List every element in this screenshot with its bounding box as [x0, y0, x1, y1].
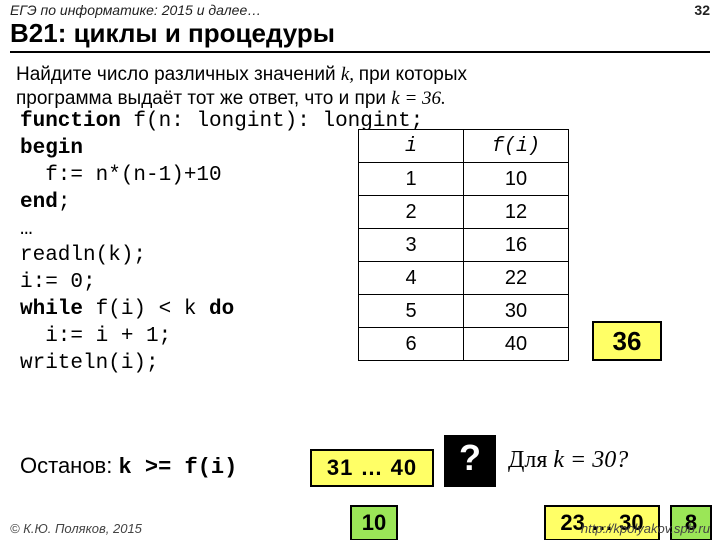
slide-title: B21: циклы и процедуры [10, 18, 710, 53]
copyright-text: © К.Ю. Поляков, 2015 [10, 521, 142, 536]
kw-begin: begin [20, 137, 83, 160]
range1-text: 31 … 40 [327, 455, 417, 480]
cell-fi: 30 [464, 295, 569, 328]
code-l4b: ; [58, 191, 71, 214]
cell-i: 1 [359, 163, 464, 196]
th-fi: f(i) [464, 130, 569, 163]
k30-a: Для [508, 447, 553, 473]
cell-fi: 16 [464, 229, 569, 262]
top-bar: ЕГЭ по информатике: 2015 и далее… 32 [0, 0, 720, 18]
badge-range-31-40: 31 … 40 [310, 449, 434, 487]
stop-condition: Останов: k >= f(i) [20, 453, 237, 480]
kw-do: do [209, 298, 234, 321]
table-row: 422 [359, 262, 569, 295]
footer: © К.Ю. Поляков, 2015 http://kpolyakov.sp… [0, 521, 720, 536]
task-text: Найдите число различных значений k, при … [16, 63, 708, 111]
cell-i: 5 [359, 295, 464, 328]
content-area: Найдите число различных значений k, при … [0, 53, 720, 111]
badge-36: 36 [592, 321, 662, 361]
value-table: i f(i) 110 212 316 422 530 640 [358, 129, 569, 361]
code-l3: f:= n*(n-1)+10 [20, 164, 222, 187]
footer-url: http://kpolyakov.spb.ru [581, 521, 710, 536]
kw-function: function [20, 110, 121, 133]
table-row: 110 [359, 163, 569, 196]
question-mark-icon: ? [444, 435, 496, 487]
code-l5: … [20, 218, 33, 241]
code-l7: i:= 0; [20, 271, 96, 294]
cell-fi: 40 [464, 328, 569, 361]
task-line1b: при которых [359, 64, 467, 85]
page-number: 32 [694, 2, 710, 18]
stop-label: Останов: [20, 453, 118, 478]
stop-expr: k >= f(i) [118, 455, 237, 480]
top-left-text: ЕГЭ по информатике: 2015 и далее… [10, 2, 261, 18]
cell-fi: 10 [464, 163, 569, 196]
th-i: i [359, 130, 464, 163]
code-l10: writeln(i); [20, 352, 159, 375]
cell-i: 4 [359, 262, 464, 295]
table-row: 212 [359, 196, 569, 229]
code-l6: readln(k); [20, 244, 146, 267]
table-header-row: i f(i) [359, 130, 569, 163]
for-k30-text: Для k = 30? [508, 447, 628, 474]
kw-end: end [20, 191, 58, 214]
task-line1a: Найдите число различных значений [16, 64, 341, 85]
slide: ЕГЭ по информатике: 2015 и далее… 32 B21… [0, 0, 720, 540]
task-keq: k = 36. [391, 88, 446, 109]
cell-i: 2 [359, 196, 464, 229]
task-kvar: k, [341, 64, 359, 85]
cell-fi: 22 [464, 262, 569, 295]
cell-i: 3 [359, 229, 464, 262]
code-l8b: f(i) < k [83, 298, 209, 321]
k30-b: k = 30? [553, 447, 628, 473]
kw-while: while [20, 298, 83, 321]
table-row: 530 [359, 295, 569, 328]
task-line2a: программа выдаёт тот же ответ, что и при [16, 88, 391, 109]
table-row: 640 [359, 328, 569, 361]
cell-fi: 12 [464, 196, 569, 229]
cell-i: 6 [359, 328, 464, 361]
table-row: 316 [359, 229, 569, 262]
code-l9: i:= i + 1; [20, 325, 171, 348]
